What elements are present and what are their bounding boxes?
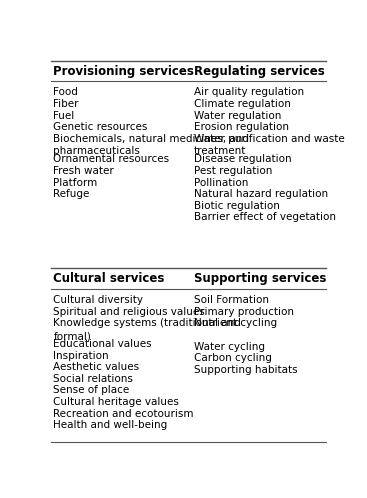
Text: Fuel: Fuel [53, 111, 75, 121]
Text: Water regulation: Water regulation [194, 111, 281, 121]
Text: Sense of place: Sense of place [53, 385, 130, 395]
Text: Knowledge systems (traditional and
formal): Knowledge systems (traditional and forma… [53, 319, 241, 341]
Text: Biotic regulation: Biotic regulation [194, 201, 280, 211]
Text: Natural hazard regulation: Natural hazard regulation [194, 189, 328, 199]
Text: Regulating services: Regulating services [194, 65, 324, 78]
Text: Ornamental resources: Ornamental resources [53, 154, 170, 164]
Text: Climate regulation: Climate regulation [194, 99, 291, 109]
Text: Food: Food [53, 88, 78, 98]
Text: Recreation and ecotourism: Recreation and ecotourism [53, 408, 194, 419]
Text: Soil Formation: Soil Formation [194, 295, 269, 305]
Text: Educational values: Educational values [53, 339, 152, 349]
Text: Supporting services: Supporting services [194, 272, 326, 285]
Text: Health and well-being: Health and well-being [53, 420, 168, 430]
Text: Supporting habitats: Supporting habitats [194, 365, 297, 374]
Text: Erosion regulation: Erosion regulation [194, 122, 289, 132]
Text: Cultural heritage values: Cultural heritage values [53, 397, 179, 407]
Text: Disease regulation: Disease regulation [194, 154, 291, 164]
Text: Cultural services: Cultural services [53, 272, 165, 285]
Text: Aesthetic values: Aesthetic values [53, 363, 139, 373]
Text: Nutrient cycling: Nutrient cycling [194, 319, 277, 329]
Text: Biochemicals, natural medicines, and
pharmaceuticals: Biochemicals, natural medicines, and pha… [53, 133, 249, 156]
Text: Barrier effect of vegetation: Barrier effect of vegetation [194, 212, 336, 222]
Text: Air quality regulation: Air quality regulation [194, 88, 304, 98]
Text: Provisioning services: Provisioning services [53, 65, 194, 78]
Text: Social relations: Social relations [53, 374, 133, 384]
Text: Pest regulation: Pest regulation [194, 166, 272, 176]
Text: Carbon cycling: Carbon cycling [194, 353, 272, 363]
Text: Cultural diversity: Cultural diversity [53, 295, 143, 305]
Text: Fresh water: Fresh water [53, 166, 114, 176]
Text: Genetic resources: Genetic resources [53, 122, 148, 132]
Text: Platform: Platform [53, 178, 98, 188]
Text: Primary production: Primary production [194, 307, 294, 317]
Text: Fiber: Fiber [53, 99, 79, 109]
Text: Water cycling: Water cycling [194, 342, 265, 352]
Text: Refuge: Refuge [53, 189, 90, 199]
Text: Spiritual and religious values: Spiritual and religious values [53, 307, 205, 317]
Text: Pollination: Pollination [194, 178, 248, 188]
Text: Inspiration: Inspiration [53, 351, 109, 361]
Text: Water purification and waste
treatment: Water purification and waste treatment [194, 133, 345, 156]
